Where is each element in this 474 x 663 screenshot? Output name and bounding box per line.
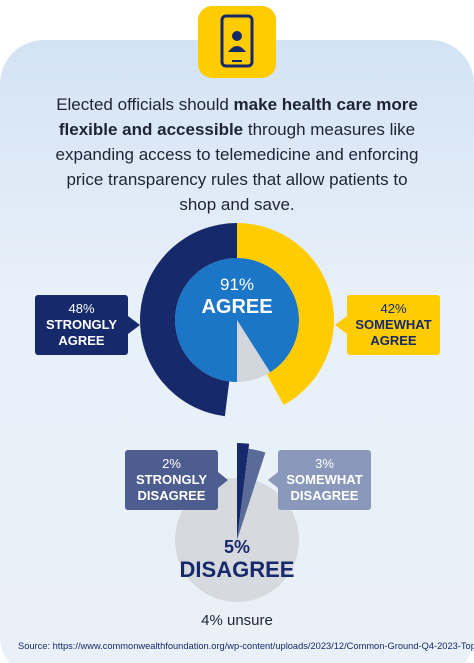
- phone-icon: [220, 14, 254, 68]
- ring-segment: [139, 223, 237, 417]
- agree-wedge: [174, 258, 299, 382]
- center-label: DISAGREE: [180, 557, 295, 582]
- category-label: SOMEWHAT DISAGREE: [286, 472, 363, 503]
- person-icon: [232, 31, 242, 41]
- pie-wedge: [237, 448, 266, 540]
- value-label: 42%: [380, 301, 407, 316]
- source: Source: https://www.commonwealthfoundati…: [18, 641, 474, 651]
- value-label: 2%: [162, 456, 181, 471]
- pointer: [335, 316, 347, 334]
- icon-bg: [198, 6, 276, 78]
- pie-wedge: [237, 443, 250, 540]
- text: Elected officials should: [56, 95, 234, 114]
- label-box: 48% STRONGLY AGREE: [35, 295, 128, 355]
- label-box: 2% STRONGLY DISAGREE: [125, 450, 218, 510]
- pointer: [128, 316, 140, 334]
- person-icon: [228, 46, 246, 52]
- category-label: STRONGLY DISAGREE: [135, 472, 208, 503]
- footnote: 4% unsure: [201, 612, 273, 629]
- label-box: 42% SOMEWHAT AGREE: [347, 295, 440, 355]
- text: through measures like expanding access t…: [55, 120, 419, 214]
- category-label: STRONGLY AGREE: [45, 317, 118, 348]
- pointer: [218, 472, 228, 488]
- ring-segment: [237, 223, 334, 406]
- intro-text: Elected officials should make health car…: [50, 92, 424, 217]
- text-bold: make health care more flexible and acces…: [58, 95, 418, 139]
- center-value: 5%: [224, 537, 250, 557]
- value-label: 3%: [315, 456, 334, 471]
- center-value: 91%: [220, 275, 254, 294]
- center-label: AGREE: [201, 296, 272, 318]
- value-label: 48%: [68, 301, 95, 316]
- pointer: [268, 472, 278, 488]
- label-box: 3% SOMEWHAT DISAGREE: [278, 450, 371, 510]
- category-label: SOMEWHAT AGREE: [355, 317, 432, 348]
